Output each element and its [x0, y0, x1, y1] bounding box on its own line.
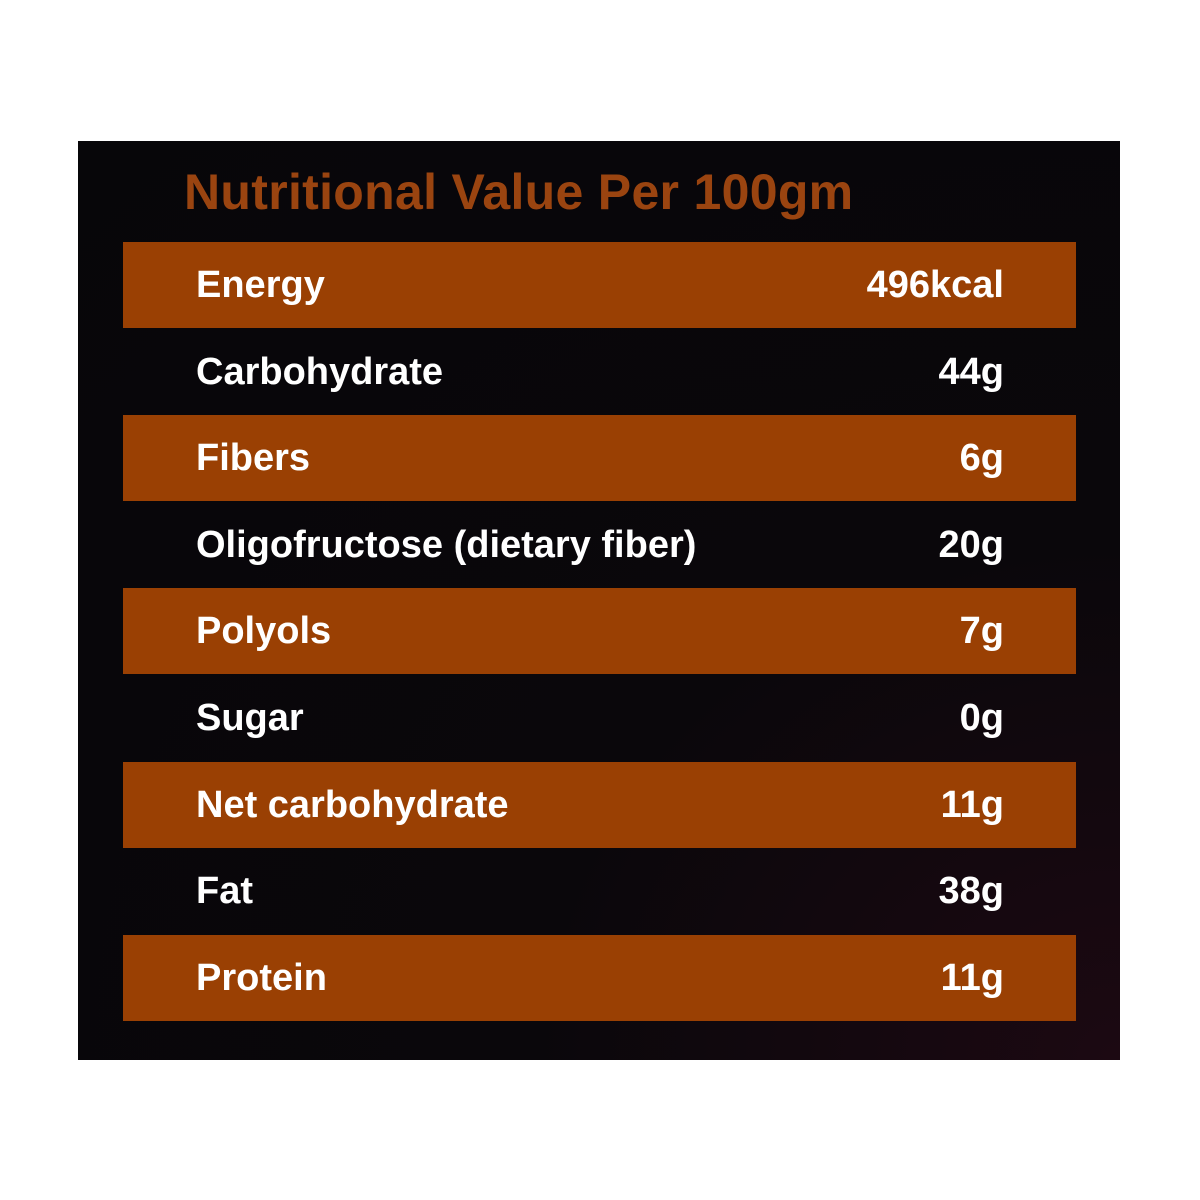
- nutrient-label: Oligofructose (dietary fiber): [196, 523, 697, 566]
- nutrient-label: Sugar: [196, 696, 304, 739]
- nutrient-value: 20g: [938, 523, 1004, 566]
- nutrient-value: 0g: [959, 696, 1004, 739]
- nutrient-label: Polyols: [196, 610, 332, 653]
- nutrient-value: 11g: [940, 783, 1004, 826]
- panel-title: Nutritional Value Per 100gm: [184, 164, 854, 220]
- nutrition-table: Energy 496kcal Carbohydrate 44g Fibers 6…: [123, 242, 1076, 1021]
- nutrition-row: Sugar 0g: [123, 675, 1076, 761]
- nutrient-value: 11g: [940, 956, 1004, 999]
- nutrition-row: Energy 496kcal: [123, 242, 1076, 328]
- nutrition-row: Protein 11g: [123, 934, 1076, 1021]
- nutrient-label: Fibers: [196, 437, 311, 480]
- nutrient-value: 6g: [959, 437, 1004, 480]
- nutrition-row: Oligofructose (dietary fiber) 20g: [123, 502, 1076, 588]
- nutrition-row: Fat 38g: [123, 848, 1076, 934]
- nutrient-label: Energy: [196, 264, 325, 306]
- nutrient-label: Carbohydrate: [196, 350, 444, 393]
- nutrient-label: Net carbohydrate: [196, 783, 509, 826]
- nutrient-value: 44g: [938, 350, 1004, 393]
- nutrient-label: Fat: [196, 870, 253, 913]
- nutrition-row: Net carbohydrate 11g: [123, 761, 1076, 848]
- nutrition-row: Fibers 6g: [123, 415, 1076, 502]
- nutrient-value: 38g: [938, 870, 1004, 913]
- nutrition-row: Carbohydrate 44g: [123, 329, 1076, 415]
- nutrient-value: 496kcal: [866, 264, 1004, 306]
- nutrition-panel: Nutritional Value Per 100gm Energy 496kc…: [78, 141, 1120, 1060]
- nutrient-value: 7g: [959, 610, 1004, 653]
- nutrition-row: Polyols 7g: [123, 588, 1076, 675]
- nutrient-label: Protein: [196, 956, 327, 999]
